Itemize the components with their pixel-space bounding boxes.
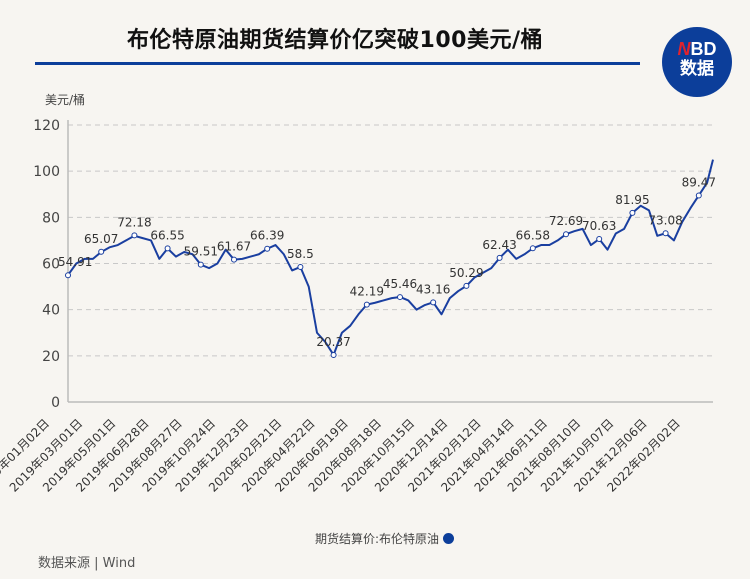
data-label: 20.37 [316, 335, 350, 349]
data-point [695, 192, 702, 199]
data-point [463, 282, 470, 289]
data-label: 43.16 [416, 282, 450, 296]
data-label: 66.39 [250, 229, 284, 243]
data-point [596, 235, 603, 242]
data-point [98, 248, 105, 255]
source-note: 数据来源 | Wind [38, 556, 136, 571]
data-point [563, 231, 569, 238]
data-point [330, 351, 337, 358]
data-point [662, 230, 669, 237]
data-point [231, 256, 237, 263]
y-tick-label: 40 [42, 303, 60, 319]
data-point [164, 245, 171, 252]
data-label: 70.63 [582, 219, 616, 233]
data-label: 58.5 [287, 247, 314, 261]
y-tick-label: 80 [42, 210, 60, 226]
data-point [529, 245, 536, 252]
data-point [430, 299, 437, 306]
data-point [131, 232, 138, 239]
legend: 期货结算价:布伦特原油 [315, 530, 455, 547]
data-label: 62.43 [482, 238, 516, 252]
data-label: 65.07 [84, 232, 118, 246]
data-label: 45.46 [383, 277, 417, 291]
data-label: 66.58 [516, 228, 550, 242]
data-label: 66.55 [150, 228, 184, 242]
nbd-logo: NBD 数据 [662, 27, 732, 97]
legend-marker [443, 533, 455, 544]
y-tick-label: 60 [42, 257, 60, 273]
data-label: 50.29 [449, 266, 483, 280]
data-label: 72.69 [549, 214, 583, 228]
chart-title: 布伦特原油期货结算价亿突破100美元/桶 [127, 28, 543, 53]
data-label: 61.67 [217, 240, 251, 254]
data-point [496, 254, 503, 261]
data-label: 42.19 [350, 285, 384, 299]
data-point [297, 263, 304, 270]
y-axis-label: 美元/桶 [45, 92, 85, 107]
legend-label: 期货结算价:布伦特原油 [315, 532, 440, 546]
data-point [197, 261, 204, 268]
data-label: 73.08 [648, 213, 682, 227]
y-tick-label: 20 [42, 349, 60, 365]
series-line [67, 159, 714, 356]
data-label: 59.51 [184, 245, 218, 259]
data-point [65, 272, 71, 279]
y-tick-label: 100 [33, 164, 60, 180]
data-point [264, 245, 271, 252]
data-label: 81.95 [615, 193, 649, 207]
y-tick-label: 0 [51, 395, 60, 411]
data-point [363, 301, 370, 308]
title-underline [35, 62, 640, 65]
data-label: 89.47 [682, 175, 716, 189]
data-point [397, 294, 403, 301]
y-tick-label: 120 [33, 118, 60, 134]
data-label: 54.91 [58, 255, 92, 269]
data-point [629, 209, 636, 216]
data-label: 72.18 [117, 215, 151, 229]
